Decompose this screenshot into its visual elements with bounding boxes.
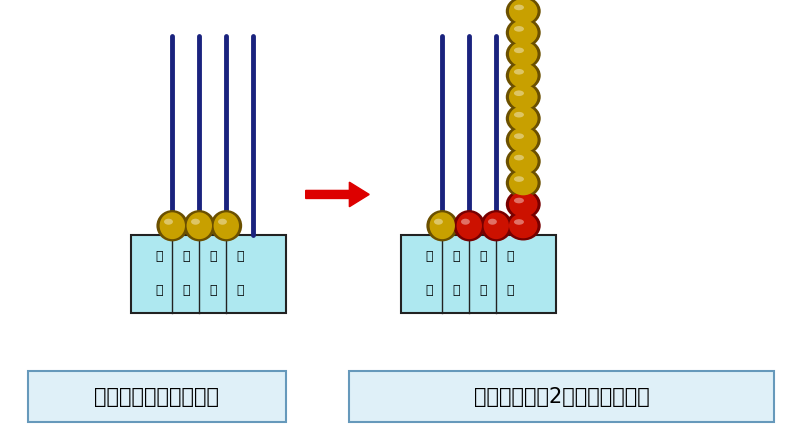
Ellipse shape [191, 219, 200, 225]
Ellipse shape [218, 219, 227, 225]
Ellipse shape [506, 168, 541, 198]
Ellipse shape [514, 133, 524, 139]
Ellipse shape [480, 210, 512, 241]
Ellipse shape [160, 212, 185, 239]
Text: 这个数是一百一十一。: 这个数是一百一十一。 [94, 387, 219, 407]
Ellipse shape [514, 155, 524, 160]
Ellipse shape [514, 198, 524, 203]
Ellipse shape [457, 212, 482, 239]
Ellipse shape [484, 212, 509, 239]
FancyBboxPatch shape [28, 371, 286, 422]
Ellipse shape [506, 61, 541, 90]
Text: 位: 位 [155, 284, 163, 298]
FancyBboxPatch shape [349, 371, 774, 422]
Text: 位: 位 [209, 284, 217, 298]
Text: 一百零九添上2是一百一十一。: 一百零九添上2是一百一十一。 [474, 387, 649, 407]
Ellipse shape [506, 104, 541, 133]
FancyBboxPatch shape [401, 235, 556, 313]
Ellipse shape [509, 84, 538, 110]
Text: 位: 位 [425, 284, 433, 298]
Ellipse shape [210, 210, 242, 241]
Ellipse shape [514, 4, 524, 10]
Text: 百: 百 [182, 250, 190, 263]
Text: 个: 个 [236, 250, 244, 263]
Text: 位: 位 [182, 284, 190, 298]
Ellipse shape [509, 42, 538, 67]
Ellipse shape [506, 211, 541, 240]
Ellipse shape [506, 82, 541, 112]
Text: 位: 位 [452, 284, 460, 298]
Ellipse shape [509, 106, 538, 131]
Ellipse shape [426, 210, 458, 241]
Ellipse shape [156, 210, 188, 241]
Ellipse shape [453, 210, 485, 241]
Ellipse shape [514, 90, 524, 96]
Ellipse shape [509, 63, 538, 88]
Text: 十: 十 [479, 250, 487, 263]
Ellipse shape [514, 176, 524, 182]
Ellipse shape [514, 69, 524, 75]
Ellipse shape [514, 26, 524, 32]
Ellipse shape [214, 212, 239, 239]
Ellipse shape [506, 18, 541, 47]
Ellipse shape [488, 219, 497, 225]
Ellipse shape [430, 212, 455, 239]
Text: 个: 个 [506, 250, 514, 263]
Ellipse shape [509, 127, 538, 152]
Text: 百: 百 [452, 250, 460, 263]
Text: 位: 位 [506, 284, 514, 298]
Ellipse shape [509, 20, 538, 45]
Ellipse shape [509, 170, 538, 195]
Text: 千: 千 [155, 250, 163, 263]
Text: 千: 千 [425, 250, 433, 263]
Ellipse shape [514, 112, 524, 118]
Ellipse shape [461, 219, 470, 225]
Ellipse shape [506, 0, 541, 26]
Ellipse shape [509, 0, 538, 24]
Ellipse shape [183, 210, 215, 241]
Text: 位: 位 [479, 284, 487, 298]
FancyBboxPatch shape [131, 235, 286, 313]
FancyArrow shape [306, 182, 369, 207]
Ellipse shape [509, 192, 538, 217]
Text: 位: 位 [236, 284, 244, 298]
Ellipse shape [506, 147, 541, 176]
Ellipse shape [187, 212, 212, 239]
Ellipse shape [509, 213, 538, 238]
Ellipse shape [434, 219, 443, 225]
Ellipse shape [506, 39, 541, 69]
Ellipse shape [164, 219, 173, 225]
Ellipse shape [509, 149, 538, 174]
Ellipse shape [506, 190, 541, 219]
Ellipse shape [506, 125, 541, 155]
Ellipse shape [514, 219, 524, 225]
Ellipse shape [514, 47, 524, 53]
Text: 十: 十 [209, 250, 217, 263]
